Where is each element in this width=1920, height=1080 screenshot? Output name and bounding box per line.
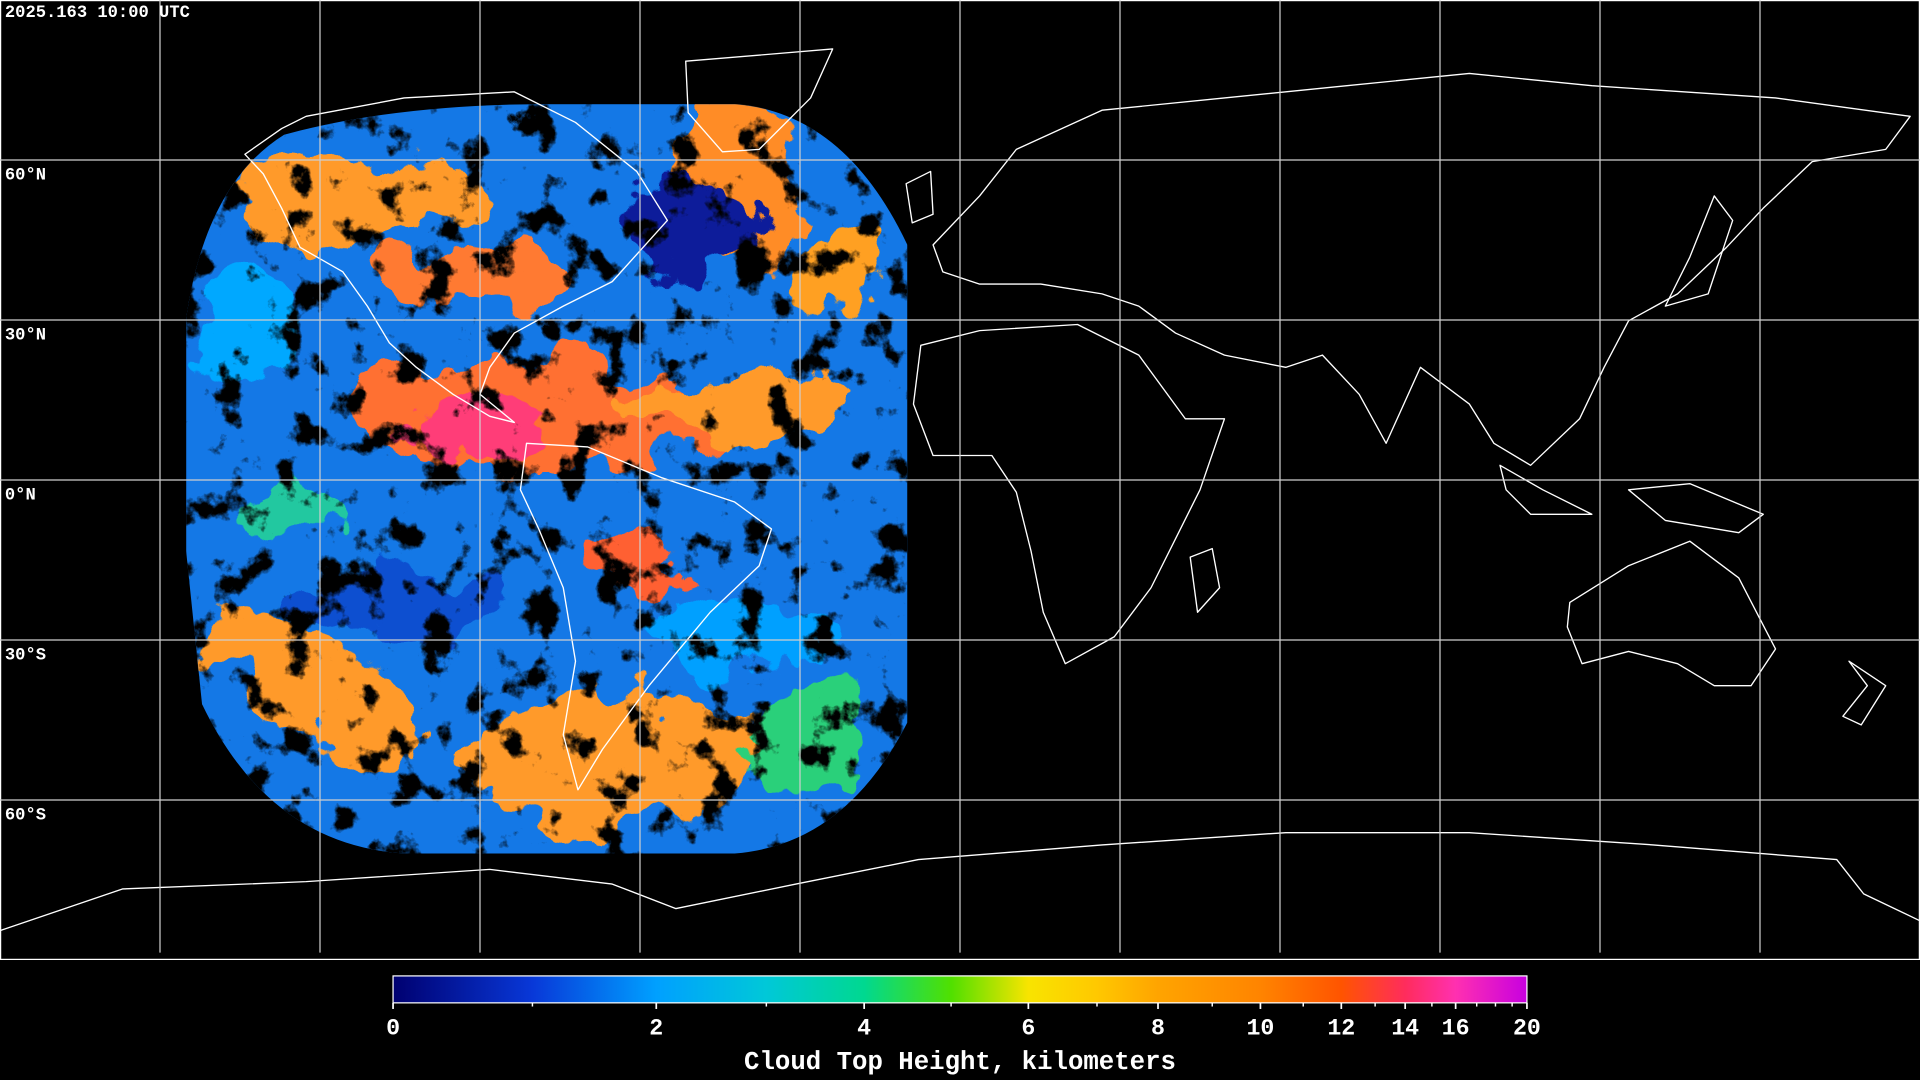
latitude-label: 30°N bbox=[5, 327, 46, 346]
latitude-label: 0°N bbox=[5, 487, 36, 506]
colorbar-tick-label: 10 bbox=[1246, 1016, 1274, 1042]
colorbar-tick-label: 6 bbox=[1021, 1016, 1035, 1042]
colorbar-label: Cloud Top Height, kilometers bbox=[744, 1048, 1176, 1077]
latitude-label: 60°S bbox=[5, 807, 46, 826]
cloud-imagery bbox=[186, 104, 908, 854]
timestamp: 2025.163 10:00 UTC bbox=[5, 4, 190, 23]
latitude-label: 30°S bbox=[5, 647, 46, 666]
colorbar-tick-label: 2 bbox=[649, 1016, 663, 1042]
colorbar-tick-label: 0 bbox=[386, 1016, 400, 1042]
colorbar-tick-label: 16 bbox=[1442, 1016, 1470, 1042]
graticule bbox=[0, 0, 1920, 953]
colorbar-tick-label: 20 bbox=[1513, 1016, 1541, 1042]
colorbar-tick-label: 14 bbox=[1391, 1016, 1419, 1042]
colorbar-tick-label: 12 bbox=[1327, 1016, 1355, 1042]
colorbar-tick-label: 4 bbox=[857, 1016, 871, 1042]
colorbar bbox=[392, 975, 1528, 1004]
colorbar-tick-label: 8 bbox=[1151, 1016, 1165, 1042]
latitude-label: 60°N bbox=[5, 167, 46, 186]
